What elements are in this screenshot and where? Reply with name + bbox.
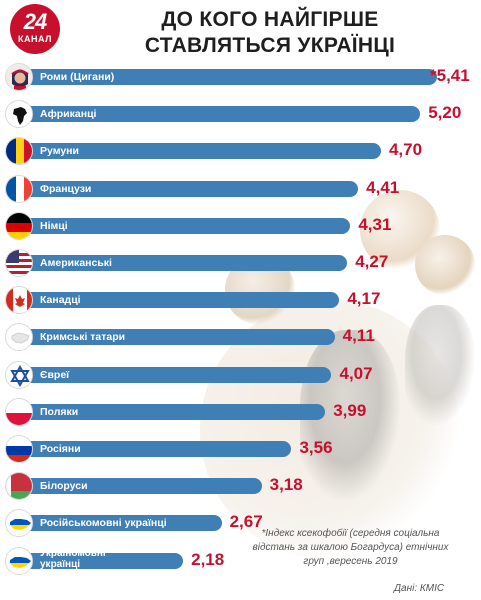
chart-bar (12, 515, 222, 532)
chart-row: Румуни 4,70 (0, 136, 481, 166)
value-label: 4,27 (355, 252, 389, 271)
value-label: 2,18 (191, 549, 225, 569)
value-label: 4,41 (366, 177, 400, 197)
chart-bar (12, 143, 381, 160)
chart-bar (12, 69, 437, 85)
belarus-flag-icon (5, 472, 33, 501)
category-label: Німці (40, 219, 68, 232)
france-flag-icon (5, 174, 33, 203)
value-label: 4,07 (339, 363, 373, 383)
data-source: Дані: КМІС (394, 583, 445, 594)
roma-woman-icon (5, 63, 33, 91)
chart-row: Кримські татари 4,11 (0, 322, 481, 352)
poland-flag-icon (5, 397, 33, 426)
chart-row: Євреї 4,07 (0, 360, 481, 390)
category-label: Російськомовні українці (40, 517, 167, 530)
value-label: 4,70 (388, 140, 423, 160)
ukraine-map-icon (5, 546, 33, 575)
category-label: Поляки (40, 405, 79, 418)
canada-flag-icon (5, 286, 33, 315)
value-label: 3,18 (269, 475, 303, 495)
chart-row: Російськомовні українці 2,67 (0, 508, 481, 538)
chart-bar (12, 106, 421, 123)
footnote-line: *Індекс ксекофобії (середня соціальна (261, 528, 440, 539)
value-label: 3,56 (299, 438, 333, 457)
russia-flag-icon (5, 435, 33, 463)
chart-bar (12, 329, 335, 346)
category-label: Росіяни (40, 443, 81, 455)
channel-24-logo[interactable]: 24 КАНАЛ (10, 4, 60, 54)
category-label: Американські (40, 257, 112, 269)
category-label: Канадці (40, 294, 81, 307)
germany-flag-icon (5, 211, 33, 240)
chart-row: Канадці 4,17 (0, 285, 481, 315)
chart-row: Україномовні українці 2,18 (0, 546, 481, 576)
chart-bar (12, 552, 184, 569)
category-label: Білоруси (40, 480, 88, 493)
value-label: 2,67 (229, 512, 263, 532)
category-label: Україномовні українці (40, 547, 106, 570)
chart-row: Білоруси 3,18 (0, 471, 481, 501)
footnote-line: груп ,вересень 2019 (303, 556, 398, 567)
chart-bar (12, 255, 348, 271)
logo-number: 24 (23, 9, 47, 34)
logo-subtitle: КАНАЛ (18, 34, 52, 44)
chart-bar (12, 441, 292, 457)
category-label: Африканці (40, 108, 97, 121)
chart-bar (12, 180, 359, 197)
value-label: 4,11 (342, 326, 375, 346)
category-label: Євреї (40, 368, 70, 381)
value-label: 4,17 (347, 289, 381, 309)
chart-title-line-1: ДО КОГО НАЙГІРШЕ (161, 8, 379, 31)
category-label: Румуни (40, 145, 79, 158)
value-label: *5,41 (430, 66, 470, 85)
ukraine-map-icon (5, 509, 33, 538)
chart-row: Американські 4,27 (0, 248, 481, 278)
usa-flag-icon (5, 249, 33, 277)
chart-row: Поляки 3,99 (0, 397, 481, 427)
romania-flag-icon (5, 137, 33, 166)
chart-row: Німці 4,31 (0, 211, 481, 241)
category-label: Французи (40, 182, 92, 195)
chart-bar (12, 366, 332, 383)
footnote: *Індекс ксекофобії (середня соціальна ві… (228, 527, 473, 569)
value-label: 4,31 (358, 214, 392, 234)
chart-row: Африканці 5,20 (0, 99, 481, 129)
chart-bar (12, 292, 340, 309)
star-of-david-icon (5, 360, 33, 389)
footnote-line: відстань за шкалою Богардуса) етнічних (252, 542, 449, 553)
chart-row: Французи 4,41 (0, 174, 481, 204)
category-label: Роми (Цигани) (40, 71, 115, 83)
chart-row: Росіяни 3,56 (0, 434, 481, 464)
value-label: 5,20 (428, 103, 462, 123)
chart-bar (12, 403, 326, 420)
chart-bar (12, 217, 351, 234)
chart-title-line-2: СТАВЛЯТЬСЯ УКРАЇНЦІ (144, 34, 396, 57)
value-label: 3,99 (333, 400, 367, 420)
chart-bar (12, 478, 262, 495)
category-label: Кримські татари (40, 331, 126, 344)
chart-row: Роми (Цигани) *5,41 (0, 62, 481, 92)
africa-map-icon (5, 100, 33, 129)
crimea-map-icon (5, 323, 33, 352)
